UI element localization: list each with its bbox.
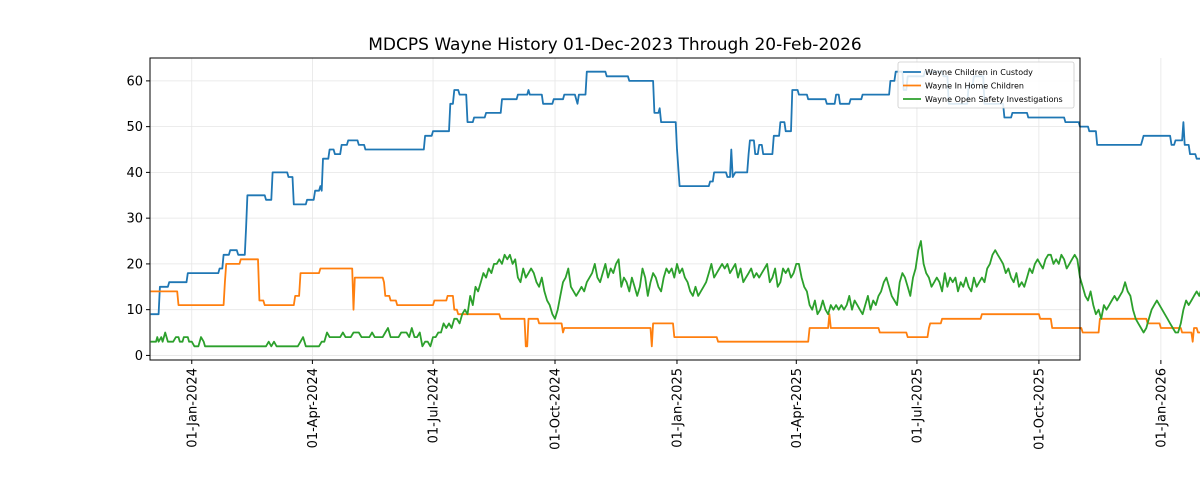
y-tick-label: 10 [126, 303, 143, 318]
y-tick-label: 20 [126, 257, 143, 272]
x-tick-label: 01-Apr-2025 [790, 368, 805, 448]
x-tick-label: 01-Jan-2025 [670, 368, 685, 448]
x-tick-label: 01-Jan-2026 [1154, 368, 1169, 448]
x-tick-label: 01-Jul-2025 [910, 368, 925, 443]
grid [150, 58, 1162, 360]
series-line-2 [150, 258, 1200, 348]
series-group [150, 70, 1200, 348]
x-tick-label: 01-Oct-2025 [1032, 368, 1047, 450]
series-line-1 [150, 70, 1200, 316]
y-tick-label: 50 [126, 120, 143, 135]
y-tick-label: 0 [135, 349, 143, 364]
legend-label: Wayne In Home Children [925, 82, 1024, 91]
legend-box [897, 61, 1075, 109]
y-tick-label: 30 [126, 212, 143, 227]
legend: Wayne Children in Custody Wayne In Home C… [897, 61, 1075, 109]
y-tick-label: 40 [126, 166, 143, 181]
x-tick-label: 01-Oct-2024 [549, 368, 564, 450]
x-tick-label: 01-Jan-2024 [185, 368, 200, 448]
x-tick-label: 01-Jul-2024 [427, 368, 442, 443]
y-tick-label: 60 [126, 74, 143, 89]
axis-ticks: 0 10 20 30 40 50 60 01-Jan-2024 01-Apr-2024 01-Ju… [126, 74, 1169, 450]
legend-label: Wayne Children in Custody [925, 68, 1033, 77]
chart-title: MDCPS Wayne History 01-Dec-2023 Through … [368, 35, 861, 55]
axes-frame [149, 57, 1081, 361]
x-tick-label: 01-Apr-2024 [306, 368, 321, 448]
legend-label: Wayne Open Safety Investigations [925, 95, 1063, 104]
series-line-3 [150, 240, 1200, 348]
